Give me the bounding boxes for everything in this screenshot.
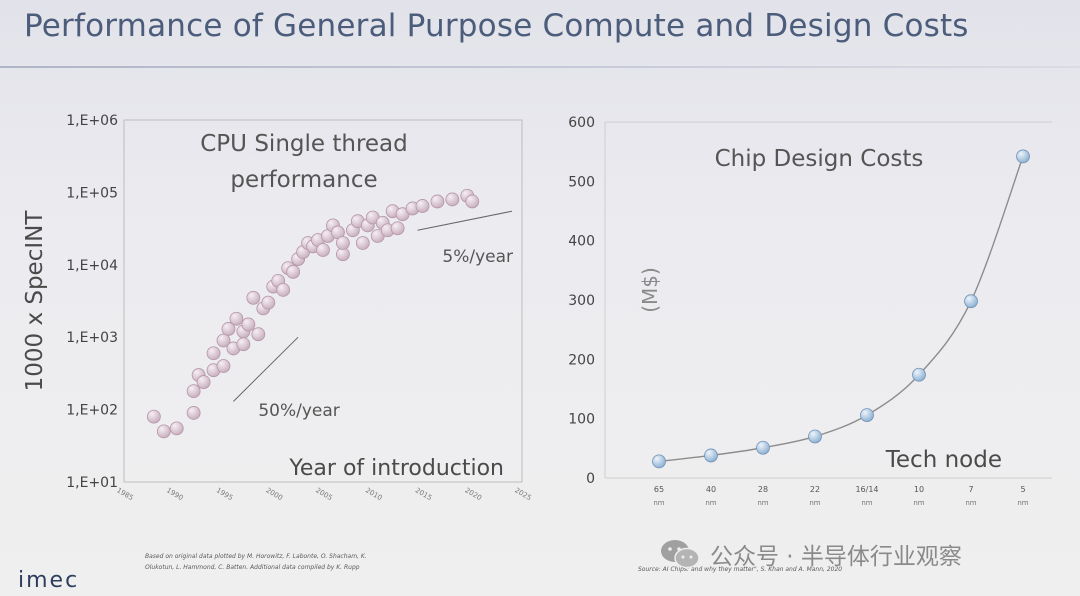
cost-y-tick-label: 200 (568, 352, 595, 368)
cost-x-tick-unit: nm (1017, 499, 1028, 507)
cpu-y-tick-label: 1,E+06 (66, 113, 118, 129)
scatter-point (221, 322, 236, 336)
cost-x-tick-label: 7 (968, 485, 973, 494)
scatter-point (445, 192, 460, 207)
scatter-point (335, 236, 350, 250)
cost-y-axis-label: (M$) (638, 267, 662, 313)
cpu-chart-title-line-1: CPU Single thread (200, 131, 407, 157)
cost-data-point (1016, 149, 1030, 164)
scatter-point (276, 283, 291, 297)
scatter-point (246, 290, 261, 305)
cost-x-tick-label: 10 (914, 485, 924, 494)
scatter-point (229, 311, 244, 326)
scatter-point (146, 409, 161, 424)
cpu-x-axis-label: Year of introduction (288, 456, 504, 481)
cost-x-tick-label: 22 (810, 485, 820, 494)
scatter-point (316, 243, 330, 257)
cost-data-point (912, 367, 926, 382)
scatter-point (355, 236, 370, 250)
scatter-point (251, 327, 266, 342)
cost-data-point (756, 440, 770, 455)
cost-y-tick-label: 300 (568, 293, 595, 309)
trend-line-50pct (233, 336, 299, 402)
scatter-point (206, 346, 221, 361)
cpu-y-axis-label: 1000 x SpecINT (22, 210, 48, 392)
scatter-point (169, 421, 184, 436)
cpu-y-tick-label: 1,E+01 (66, 475, 118, 491)
imec-logo: imec (18, 568, 80, 593)
cost-data-point (704, 448, 718, 463)
cost-x-tick-label: 28 (758, 485, 768, 494)
trend-label-5pct: 5%/year (442, 247, 513, 267)
cpu-y-tick-label: 1,E+05 (66, 185, 118, 201)
cpu-plot-frame (123, 119, 523, 483)
cpu-source-line-2: Olukotun, L. Hammond, C. Batten. Additio… (145, 564, 360, 571)
cost-y-tick-label: 600 (568, 115, 595, 131)
trend-label-50pct: 50%/year (258, 401, 339, 421)
cost-x-tick-unit: nm (653, 499, 664, 507)
cost-source: Source: AI Chips: and why they matter", … (638, 566, 843, 573)
cost-x-tick-label: 5 (1020, 485, 1025, 494)
cost-data-point (860, 408, 874, 423)
scatter-point (236, 337, 251, 352)
cost-y-tick-label: 100 (568, 412, 595, 428)
scatter-point (465, 194, 480, 209)
cpu-y-tick-label: 1,E+04 (66, 258, 118, 274)
scatter-point (415, 199, 430, 213)
scatter-point (196, 375, 211, 389)
scatter-point (430, 194, 445, 209)
cost-y-tick-label: 400 (568, 234, 595, 250)
trend-line-5pct (417, 210, 513, 231)
cost-series-line (658, 156, 1024, 463)
title-divider (0, 66, 1080, 68)
cost-x-tick-unit: nm (861, 499, 872, 507)
cpu-source-line-1: Based on original data plotted by M. Hor… (145, 553, 367, 560)
wechat-icon (661, 540, 700, 569)
cost-data-point (808, 429, 822, 444)
cpu-y-tick-label: 1,E+02 (66, 403, 118, 419)
scatter-point (241, 317, 256, 332)
scatter-point (390, 221, 405, 236)
cost-x-tick-unit: nm (913, 499, 924, 507)
scatter-point (186, 384, 201, 399)
slide-title: Performance of General Purpose Compute a… (24, 8, 969, 44)
cost-data-point (964, 294, 978, 309)
scatter-point (216, 359, 231, 373)
scatter-point (186, 406, 201, 420)
cost-x-tick-unit: nm (965, 499, 976, 507)
watermark: 公众号 · 半导体行业观察 (658, 538, 962, 570)
cost-y-tick-label: 0 (586, 471, 595, 487)
scatter-point (156, 424, 171, 439)
cost-x-tick-label: 65 (654, 485, 664, 494)
watermark-text: 公众号 · 半导体行业观察 (710, 544, 962, 570)
cost-x-tick-unit: nm (809, 499, 820, 507)
cost-x-tick-unit: nm (757, 499, 768, 507)
cpu-chart-title-line-2: performance (230, 167, 377, 193)
scatter-point (286, 264, 301, 279)
cost-x-axis-label: Tech node (885, 447, 1002, 473)
scatter-point (261, 295, 276, 310)
cost-x-tick-unit: nm (705, 499, 716, 507)
scatter-point (216, 333, 231, 348)
cost-data-point (652, 454, 666, 469)
cost-x-tick-label: 40 (706, 485, 716, 494)
cpu-y-tick-label: 1,E+03 (66, 330, 118, 346)
cost-y-tick-label: 500 (568, 174, 595, 190)
cost-chart-title: Chip Design Costs (715, 146, 924, 172)
cost-x-tick-label: 16/14 (855, 485, 878, 494)
